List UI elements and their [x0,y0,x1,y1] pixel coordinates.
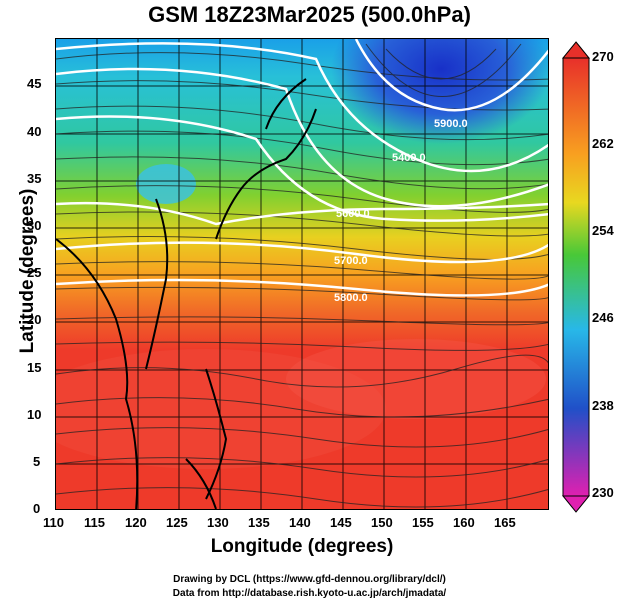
credit-data: Data from http://database.rish.kyoto-u.a… [172,588,447,599]
colorbar-tick: 246 [592,310,614,325]
colorbar-tick: 262 [592,136,614,151]
colorbar-tick: 230 [592,485,614,500]
colorbar-tick: 238 [592,398,614,413]
credit-drawing: Drawing by DCL (https://www.gfd-dennou.o… [173,574,446,585]
x-axis-label: Longitude (degrees) [210,536,394,557]
height-contours [56,39,548,297]
cold-low-region [331,39,548,144]
chart-title: GSM 18Z23Mar2025 (500.0hPa) [148,2,471,27]
x-tick: 165 [494,515,516,530]
x-tick: 140 [289,515,311,530]
y-tick: 0 [33,501,41,516]
x-tick: 120 [125,515,147,530]
map-plot-area: 5900.0 5400.0 5600.0 5700.0 5800.0 [55,38,549,510]
y-tick: 40 [27,124,42,139]
y-tick: 25 [27,265,42,280]
x-tick: 135 [248,515,270,530]
colorbar [561,41,591,513]
x-tick: 125 [166,515,188,530]
colorbar-bottom-arrow [561,495,591,513]
contour-label: 5900.0 [434,118,468,130]
x-tick: 110 [43,515,64,530]
streamlines [56,43,548,508]
y-tick: 30 [27,218,42,233]
cold-pocket [136,164,196,204]
colorbar-tick: 270 [592,49,614,64]
x-tick: 130 [207,515,229,530]
y-tick: 20 [27,312,42,327]
y-tick: 45 [27,76,42,91]
y-axis-label: Latitude (degrees) [17,188,38,354]
contour-label: 5400.0 [392,152,426,164]
y-tick: 10 [27,407,42,422]
x-tick: 145 [330,515,352,530]
contour-label: 5700.0 [334,255,368,267]
colorbar-tick: 254 [592,223,614,238]
x-tick: 115 [84,515,105,530]
grid-lines [56,39,548,509]
x-tick: 160 [453,515,475,530]
contour-label: 5800.0 [334,292,368,304]
colorbar-top-arrow [561,41,591,59]
x-tick: 155 [412,515,434,530]
y-tick: 15 [27,360,42,375]
map-svg: 5900.0 5400.0 5600.0 5700.0 5800.0 [56,39,548,509]
coastlines [56,78,317,509]
y-tick: 35 [27,171,42,186]
y-tick: 5 [33,454,41,469]
contour-label: 5600.0 [336,208,370,220]
colorbar-gradient [562,57,590,497]
x-tick: 150 [371,515,393,530]
